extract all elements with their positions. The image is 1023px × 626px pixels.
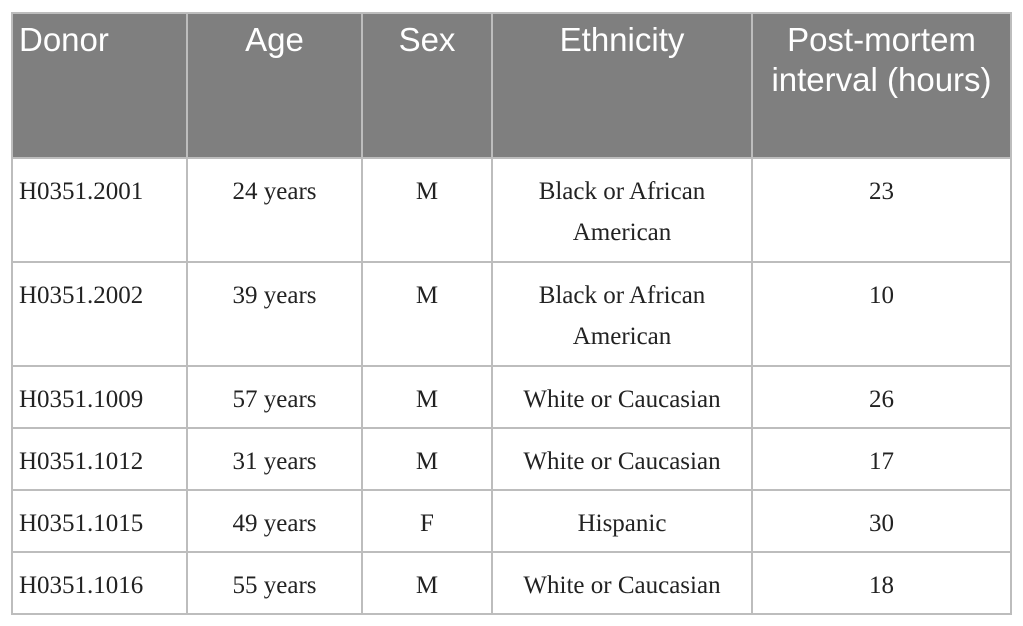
table-cell: Black or African American [491, 261, 753, 367]
table-cell: M [361, 365, 493, 429]
column-header: Ethnicity [491, 12, 753, 159]
table-cell: F [361, 489, 493, 553]
table-cell: 55 years [186, 551, 363, 615]
table-row: H0351.2002 39 years M Black or African Amer… [11, 261, 1012, 367]
table-cell: 10 [751, 261, 1012, 367]
table-cell: 31 years [186, 427, 363, 491]
table-cell: 39 years [186, 261, 363, 367]
table-cell: H0351.1012 [11, 427, 188, 491]
table-cell: 26 [751, 365, 1012, 429]
table-cell: H0351.2001 [11, 157, 188, 263]
table-cell: H0351.1009 [11, 365, 188, 429]
column-header: Sex [361, 12, 493, 159]
table-cell: 49 years [186, 489, 363, 553]
table-cell: 17 [751, 427, 1012, 491]
table-cell: M [361, 157, 493, 263]
table-cell: H0351.2002 [11, 261, 188, 367]
table-row: H0351.1012 31 years M White or Caucasian 17 [11, 427, 1012, 491]
header-row: Donor Age Sex Ethnicity Post-mortem interval… [11, 12, 1012, 159]
table-cell: Hispanic [491, 489, 753, 553]
table-cell: 18 [751, 551, 1012, 615]
table-cell: M [361, 551, 493, 615]
column-header: Donor [11, 12, 188, 159]
table-row: H0351.1016 55 years M White or Caucasian 18 [11, 551, 1012, 615]
table-cell: H0351.1015 [11, 489, 188, 553]
table-cell: White or Caucasian [491, 365, 753, 429]
table-row: H0351.1015 49 years F Hispanic 30 [11, 489, 1012, 553]
table-cell: White or Caucasian [491, 427, 753, 491]
table-cell: H0351.1016 [11, 551, 188, 615]
table-cell: Black or African American [491, 157, 753, 263]
table-cell: M [361, 427, 493, 491]
table-row: H0351.2001 24 years M Black or African Amer… [11, 157, 1012, 263]
column-header: Age [186, 12, 363, 159]
donor-table: Donor Age Sex Ethnicity Post-mortem interval… [11, 12, 1012, 615]
table-cell: 57 years [186, 365, 363, 429]
table-body: H0351.2001 24 years M Black or African Amer… [11, 157, 1012, 615]
table-row: H0351.1009 57 years M White or Caucasian 26 [11, 365, 1012, 429]
table-cell: 23 [751, 157, 1012, 263]
table-cell: M [361, 261, 493, 367]
table-cell: 24 years [186, 157, 363, 263]
table-cell: 30 [751, 489, 1012, 553]
column-header: Post-mortem interval (hours) [751, 12, 1012, 159]
table-cell: White or Caucasian [491, 551, 753, 615]
